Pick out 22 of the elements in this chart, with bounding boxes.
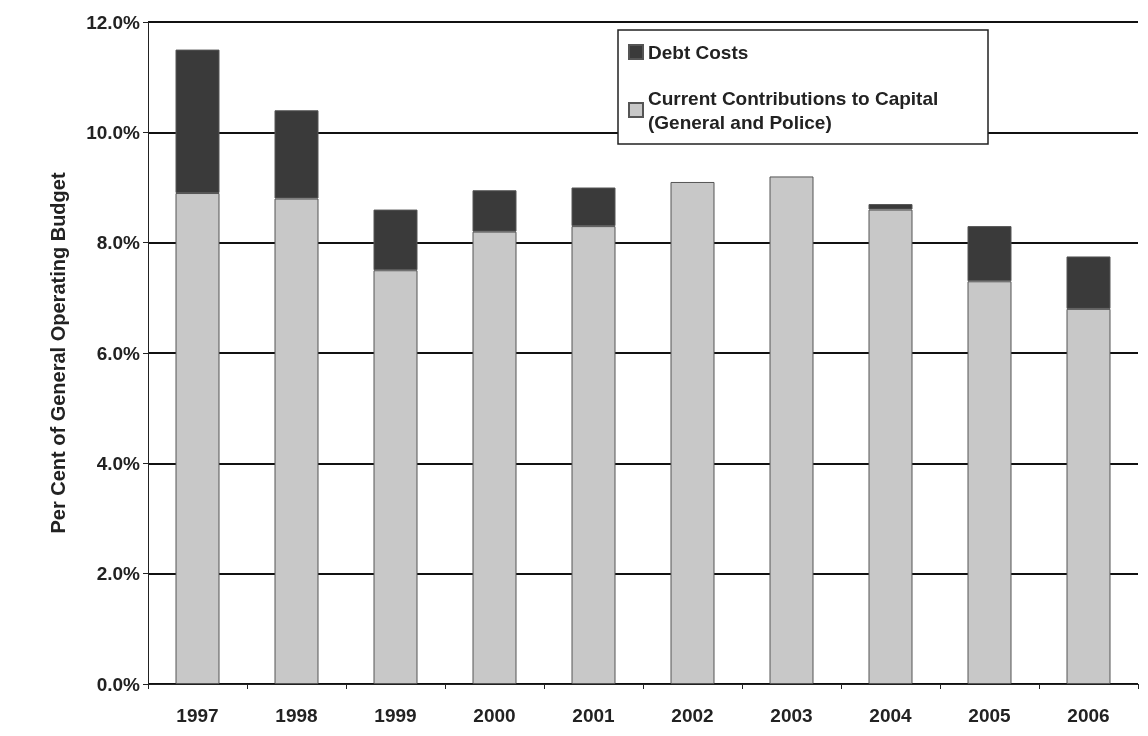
y-tick-label: 4.0% [96,452,141,474]
x-tick-label: 2004 [869,705,913,726]
x-tick-label: 1998 [275,705,318,726]
x-tick-label: 2002 [671,705,714,726]
y-axis-title: Per Cent of General Operating Budget [47,172,69,534]
bar [670,181,715,684]
x-tick-label: 2001 [572,705,616,726]
x-tick-label: 1999 [374,705,417,726]
y-tick-label: 0.0% [96,673,141,695]
y-tick-label: 10.0% [86,121,141,143]
bar [769,176,814,684]
x-tick-label: 2003 [770,705,813,726]
legend-label: Debt Costs [648,41,749,63]
y-tick-label: 8.0% [96,232,141,254]
x-tick-label: 2006 [1067,705,1110,726]
y-tick-label: 2.0% [96,563,141,585]
x-tick-label: 2000 [473,705,516,726]
y-tick-label: 6.0% [96,342,141,364]
y-tick-label: 12.0% [86,11,141,33]
x-tick-label: 2005 [968,705,1012,726]
legend-label: Current Contributions to Capital (General and Police) [648,87,944,133]
x-tick-label: 1997 [176,705,219,726]
